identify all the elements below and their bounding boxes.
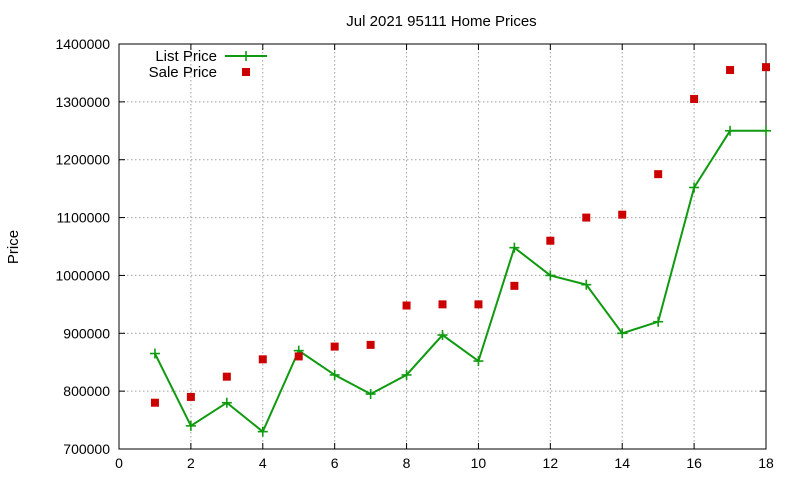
list-price-point <box>437 330 448 341</box>
list-price-point <box>473 356 484 367</box>
list-price-point <box>257 426 268 437</box>
x-tick-label: 6 <box>331 455 339 471</box>
x-tick-label: 8 <box>403 455 411 471</box>
series-layer <box>149 63 771 437</box>
list-price-point <box>653 316 664 327</box>
list-price-point <box>185 420 196 431</box>
x-tick-label: 16 <box>686 455 702 471</box>
y-tick-label: 800000 <box>63 383 110 399</box>
list-price-point <box>725 125 736 136</box>
sale-price-point <box>222 372 231 381</box>
list-price-point <box>581 279 592 290</box>
legend-label: Sale Price <box>149 64 217 81</box>
x-tick-label: 10 <box>471 455 487 471</box>
x-tick-label: 4 <box>259 455 267 471</box>
sale-price-point <box>366 340 375 349</box>
sale-price-point <box>186 392 195 401</box>
x-tick-label: 18 <box>758 455 774 471</box>
sale-price-point <box>474 300 483 309</box>
sale-price-point <box>690 94 699 103</box>
x-tick-label: 12 <box>543 455 559 471</box>
list-price-point <box>545 270 556 281</box>
y-tick-label: 1200000 <box>55 152 110 168</box>
series-sale-price <box>150 63 770 407</box>
sale-price-point <box>582 213 591 222</box>
sale-price-point <box>762 63 770 72</box>
sale-price-point <box>618 210 627 219</box>
sale-price-point <box>510 281 519 290</box>
y-tick-label: 1300000 <box>55 94 110 110</box>
sale-price-point <box>726 66 735 75</box>
chart-title: Jul 2021 95111 Home Prices <box>346 13 536 30</box>
series-list-price <box>149 125 771 437</box>
sale-price-point <box>438 300 447 309</box>
y-tick-label: 700000 <box>63 441 110 457</box>
sale-price-point <box>150 398 159 407</box>
y-tick-label: 900000 <box>63 325 110 341</box>
x-tick-label: 14 <box>614 455 630 471</box>
sale-price-point <box>294 352 303 361</box>
list-price-point <box>221 397 232 408</box>
y-tick-label: 1100000 <box>57 210 111 226</box>
plot-frame <box>118 43 767 450</box>
legend-swatch-marker <box>241 51 251 61</box>
sale-price-point <box>402 301 411 310</box>
list-price-point <box>617 328 628 339</box>
list-price-point <box>329 369 340 380</box>
list-price-point <box>509 242 520 253</box>
sale-price-point <box>654 170 663 179</box>
list-price-point <box>761 125 771 136</box>
y-tick-label: 1000000 <box>55 267 110 283</box>
x-tick-label: 2 <box>187 455 195 471</box>
list-price-point <box>689 182 700 193</box>
list-price-point <box>401 369 412 380</box>
y-tick-label: 1400000 <box>55 36 110 52</box>
y-axis-label: Price <box>5 230 22 264</box>
sale-price-point <box>330 342 339 351</box>
axis-ticks: 0 2 4 6 8 10 12 14 16 18 700000 800000 900000 1000000… <box>55 36 774 471</box>
grid <box>119 44 766 449</box>
list-price-line <box>154 129 766 434</box>
legend-swatch-marker <box>242 68 250 76</box>
x-tick-label: 0 <box>115 455 123 471</box>
sale-price-point <box>258 355 267 364</box>
legend-label: List Price <box>155 48 217 65</box>
list-price-point <box>365 389 376 400</box>
sale-price-point <box>546 236 555 245</box>
list-price-point <box>149 348 160 359</box>
